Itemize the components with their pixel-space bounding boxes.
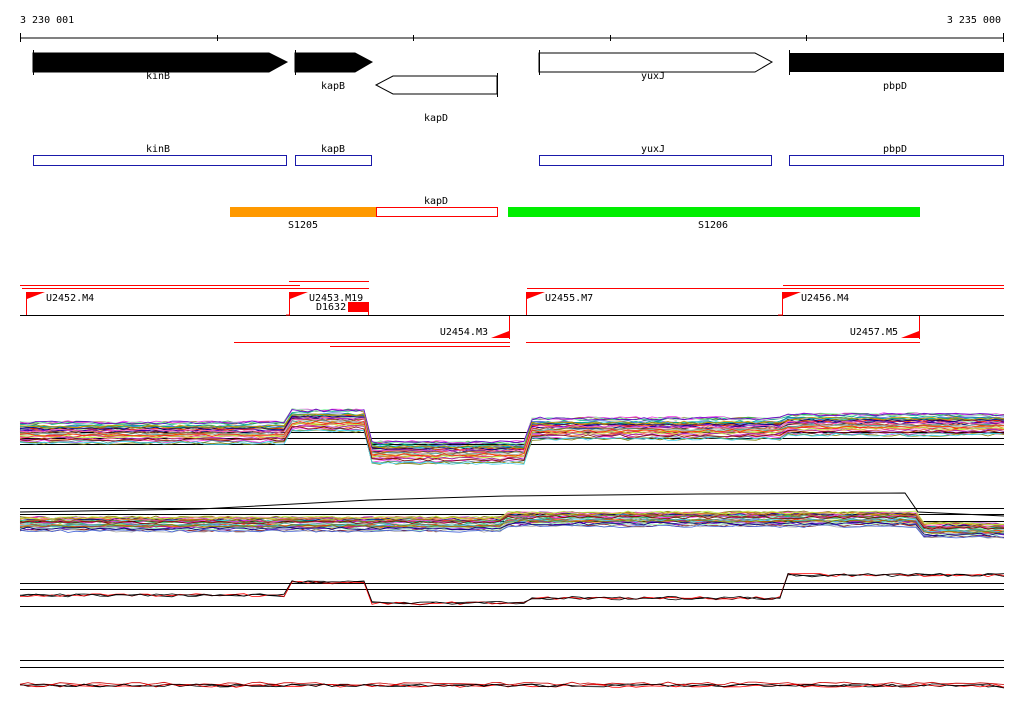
gene-label-kapB: kapB — [321, 81, 345, 92]
bottom-track — [20, 660, 1004, 668]
cds-box-kinB[interactable] — [33, 155, 287, 166]
gene-label-kinB: kinB — [146, 71, 170, 82]
transcript-label-U2457: U2457.M5 — [850, 327, 898, 338]
transcript-label-U2456: U2456.M4 — [801, 293, 849, 304]
transcript-U2456[interactable]: U2456.M4 — [778, 292, 849, 316]
transcript-label-U2455: U2455.M7 — [545, 293, 593, 304]
gene-label-yuxJ: yuxJ — [641, 71, 665, 82]
gene-kapD[interactable]: kapD — [374, 73, 498, 124]
gene-kapB[interactable]: kapB — [294, 50, 374, 92]
terminator-D1632[interactable]: D1632 — [316, 302, 369, 315]
terminator-label: D1632 — [316, 302, 346, 313]
transcript-label-U2454: U2454.M3 — [440, 327, 488, 338]
cds-label-yuxJ: yuxJ — [641, 144, 665, 155]
cds-box-yuxJ[interactable] — [539, 155, 772, 166]
segment-label-kapD: kapD — [424, 196, 448, 207]
gene-kinB[interactable]: kinB — [32, 50, 289, 82]
cds-label-kapB: kapB — [321, 144, 345, 155]
transcript-U2455[interactable]: U2455.M7 — [526, 292, 594, 315]
cds-track: kinB kapB yuxJ pbpD — [33, 144, 1004, 166]
cds-label-kinB: kinB — [146, 144, 170, 155]
transcript-label-U2452: U2452.M4 — [46, 293, 94, 304]
expression-profiles — [19, 408, 1005, 689]
ruler-end-label: 3 235 000 — [947, 15, 1001, 26]
transcript-label-U2453: U2453.M19 — [309, 293, 363, 304]
ruler-start-label: 3 230 001 — [20, 15, 74, 26]
gene-yuxJ[interactable]: yuxJ — [538, 50, 774, 82]
segment-label-S1206: S1206 — [698, 220, 728, 231]
coordinate-ruler: 3 230 001 3 235 000 — [20, 15, 1004, 42]
gene-pbpD[interactable]: pbpD — [789, 50, 1005, 92]
segment-kapD[interactable] — [376, 207, 498, 217]
transcript-U2457[interactable]: U2457.M5 — [850, 316, 920, 339]
transcript-track: U2452.M4 U2453.M19 D1632 U2455.M7 U2456.… — [20, 281, 1004, 347]
cds-box-kapB[interactable] — [295, 155, 372, 166]
segment-S1206[interactable] — [508, 207, 920, 217]
transcript-U2454[interactable]: U2454.M3 — [440, 316, 510, 339]
transcript-U2453[interactable]: U2453.M19 — [286, 292, 363, 316]
gene-label-kapD: kapD — [424, 113, 448, 124]
cds-box-pbpD[interactable] — [789, 155, 1004, 166]
gene-track: kinB kapB kapD yuxJ pbpD — [32, 50, 1005, 124]
segment-S1205[interactable] — [230, 207, 377, 217]
gene-label-pbpD: pbpD — [883, 81, 907, 92]
segment-label-S1205: S1205 — [288, 220, 318, 231]
transcript-U2452[interactable]: U2452.M4 — [26, 292, 95, 315]
cds-label-pbpD: pbpD — [883, 144, 907, 155]
segment-track: S1205 kapD S1206 — [230, 196, 920, 231]
